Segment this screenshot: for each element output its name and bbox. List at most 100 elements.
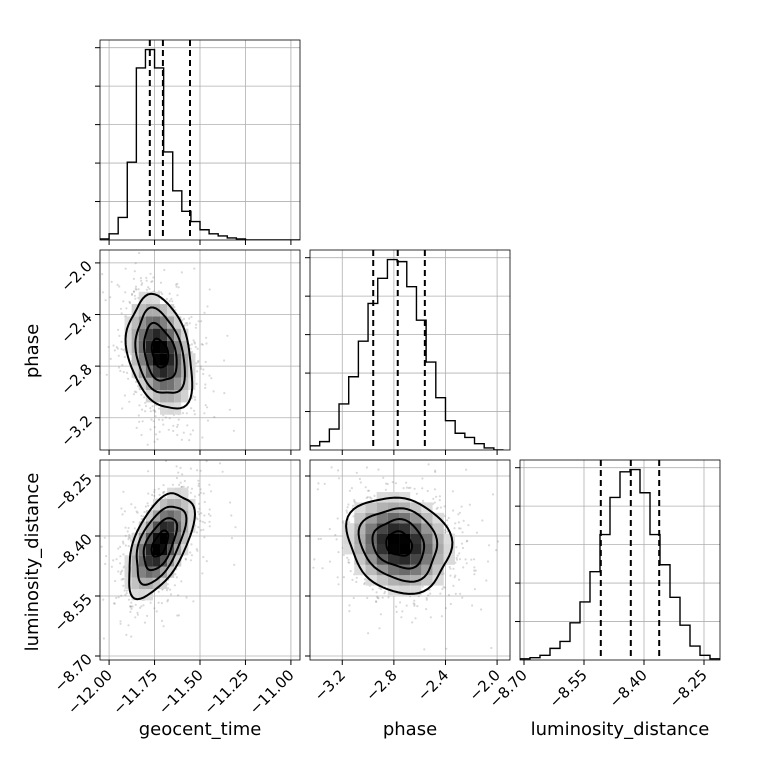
scatter-point [458, 511, 461, 514]
scatter-point [316, 488, 319, 491]
scatter-point [134, 285, 138, 288]
scatter-point [164, 460, 168, 463]
density-bin [432, 564, 444, 576]
scatter-point [490, 646, 493, 650]
density-bin [365, 533, 377, 544]
scatter-point [125, 371, 129, 374]
scatter-point [144, 401, 147, 404]
scatter-point [350, 487, 353, 490]
scatter-point [158, 493, 161, 496]
scatter-point [102, 598, 105, 601]
scatter-point [180, 486, 184, 489]
scatter-point [162, 423, 165, 426]
scatter-point [413, 599, 416, 602]
scatter-point [120, 312, 123, 315]
scatter-point [131, 605, 134, 608]
scatter-point [428, 588, 431, 592]
scatter-point [423, 648, 426, 651]
scatter-point [237, 434, 239, 436]
scatter-point [125, 589, 128, 592]
scatter-point [134, 287, 137, 290]
scatter-point [425, 608, 428, 611]
scatter-point [435, 507, 438, 510]
density-bin [421, 512, 433, 524]
density-bin [167, 521, 175, 533]
scatter-point [394, 482, 397, 485]
density-bin [387, 502, 400, 513]
scatter-point [169, 593, 173, 596]
density-bin [365, 554, 377, 565]
scatter-point [363, 581, 366, 585]
contour-level-2 [135, 505, 188, 586]
scatter-point [155, 610, 158, 613]
scatter-point [158, 430, 161, 433]
scatter-point [365, 496, 368, 499]
scatter-point [426, 489, 429, 493]
scatter-point [433, 501, 436, 504]
scatter-point [124, 291, 127, 294]
scatter-point [347, 451, 349, 453]
scatter-point [449, 602, 452, 606]
scatter-point [207, 513, 210, 516]
density-bin [181, 498, 189, 511]
scatter-point [121, 569, 124, 572]
scatter-point [188, 532, 191, 535]
density-bin [145, 510, 153, 522]
scatter-point [186, 454, 188, 456]
x-tick-label-luminosity_distance: −8.25 [666, 666, 711, 711]
density-bin [131, 365, 139, 378]
density-bin [399, 492, 411, 503]
density-bin [387, 512, 400, 524]
density-bin [432, 533, 444, 544]
scatter-point [119, 622, 122, 625]
scatter-point [348, 489, 352, 492]
scatter-point [415, 492, 418, 495]
histogram-geocent_time [100, 48, 300, 240]
scatter-point [348, 604, 351, 607]
scatter-point [119, 562, 122, 565]
scatter-point [206, 419, 210, 422]
scatter-point [180, 438, 183, 441]
density-bin [160, 328, 168, 341]
scatter-point [442, 586, 445, 589]
scatter-point [201, 572, 204, 575]
scatter-point [169, 588, 172, 591]
scatter-point [193, 413, 196, 416]
density-bin [160, 340, 168, 354]
scatter-point [387, 596, 390, 599]
scatter-point [170, 297, 173, 300]
density-bin [365, 523, 377, 534]
scatter-point [196, 370, 199, 373]
scatter-point [368, 489, 371, 492]
density-bin [167, 498, 175, 511]
scatter-point [115, 346, 118, 349]
density-bin [138, 566, 146, 578]
scatter-point [117, 354, 120, 357]
density-bin [131, 555, 139, 567]
scatter-point [455, 556, 458, 560]
scatter-point [151, 280, 154, 283]
scatter-point [192, 600, 195, 603]
scatter-point [358, 477, 361, 481]
scatter-point [405, 604, 408, 607]
scatter-point [317, 482, 320, 485]
density-bin [167, 532, 175, 544]
scatter-point [208, 520, 211, 524]
scatter-point [348, 561, 351, 564]
scatter-point [346, 556, 349, 559]
density-bin [399, 533, 411, 544]
scatter-point [190, 350, 194, 354]
panel-content [100, 40, 300, 240]
scatter-point [129, 605, 132, 608]
scatter-point [458, 558, 462, 561]
scatter-point [121, 363, 124, 367]
scatter-point [355, 471, 358, 474]
scatter-point [145, 276, 148, 279]
scatter-point [345, 511, 349, 514]
scatter-point [124, 534, 127, 537]
scatter-point [146, 443, 149, 446]
scatter-point [355, 576, 358, 579]
scatter-point [200, 343, 203, 346]
scatter-point [413, 487, 416, 490]
scatter-point [233, 563, 236, 566]
